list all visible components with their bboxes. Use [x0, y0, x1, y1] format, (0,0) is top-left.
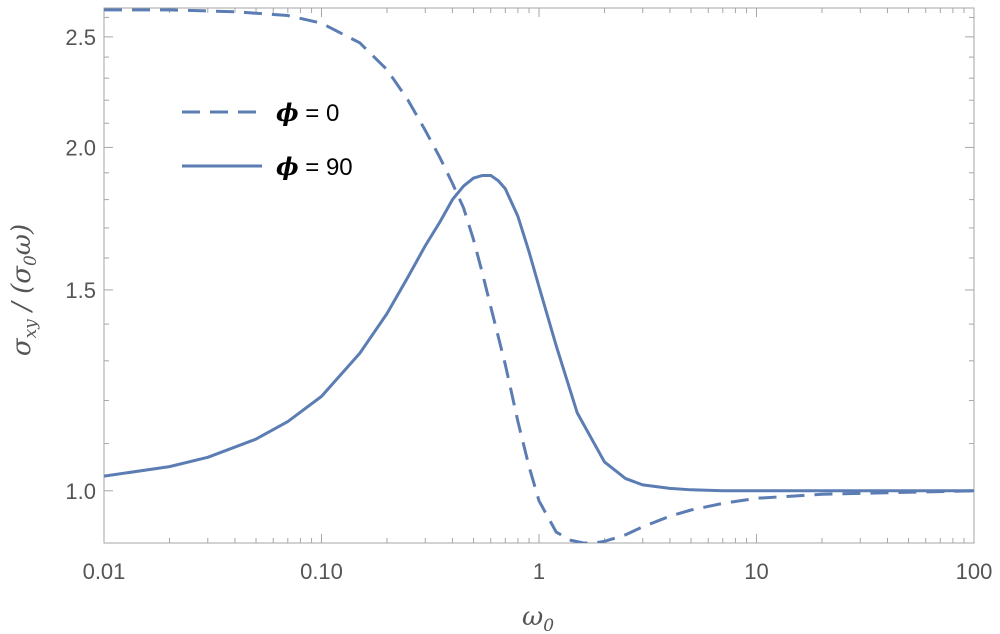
series-line-phi-90	[104, 173, 974, 493]
legend-label-value: = 90	[299, 154, 353, 181]
y-tick-label: 1.5	[65, 278, 96, 303]
x-axis-title-base: ω	[522, 602, 543, 632]
y-tick-label: 1.0	[65, 479, 96, 504]
y-axis-title-part-3: / (σ	[7, 265, 37, 319]
x-axis-title: ω0	[522, 602, 554, 634]
legend-label-symbol: ϕ	[276, 152, 299, 181]
y-tick-label: 2.5	[65, 25, 96, 50]
x-tick-label: 0.10	[300, 559, 343, 584]
x-tick-label: 0.01	[83, 559, 126, 584]
y-axis-title-part-5: ω)	[7, 224, 37, 255]
y-axis-title-part-1: σ	[7, 337, 37, 356]
x-tick-label: 10	[744, 559, 768, 584]
y-axis-title-part-2: xy	[21, 319, 41, 339]
legend-label: ϕ = 0	[276, 98, 339, 127]
y-tick-label: 2.0	[65, 135, 96, 160]
x-tick-label: 1	[533, 559, 545, 584]
series-line-phi-0	[104, 8, 974, 543]
y-axis-title-part-4: 0	[21, 255, 41, 266]
series-lines	[104, 8, 974, 543]
plot-frame-rect	[103, 7, 975, 544]
legend-label-symbol: ϕ	[276, 98, 299, 127]
legend: ϕ = 0ϕ = 90	[182, 98, 353, 181]
axis-ticks	[103, 8, 975, 544]
plot-frame	[103, 7, 975, 544]
x-tick-label: 100	[956, 559, 993, 584]
y-axis-title: σxy / (σ0ω)	[7, 224, 41, 356]
tick-labels: 0.01 0.10 1 10 100 1.0 1.5 2.0 2.5	[65, 25, 992, 584]
legend-label: ϕ = 90	[276, 152, 353, 181]
legend-label-value: = 0	[299, 100, 340, 127]
x-axis-title-sub: 0	[543, 616, 554, 634]
